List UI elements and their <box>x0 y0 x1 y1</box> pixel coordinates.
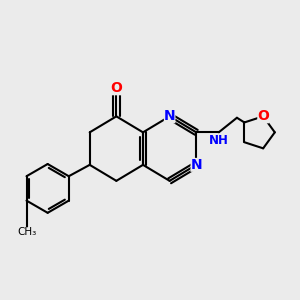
Text: O: O <box>257 109 269 123</box>
Text: N: N <box>164 109 176 123</box>
Text: CH₃: CH₃ <box>17 227 36 237</box>
Text: NH: NH <box>209 134 229 147</box>
Text: N: N <box>190 158 202 172</box>
Text: O: O <box>110 81 122 95</box>
